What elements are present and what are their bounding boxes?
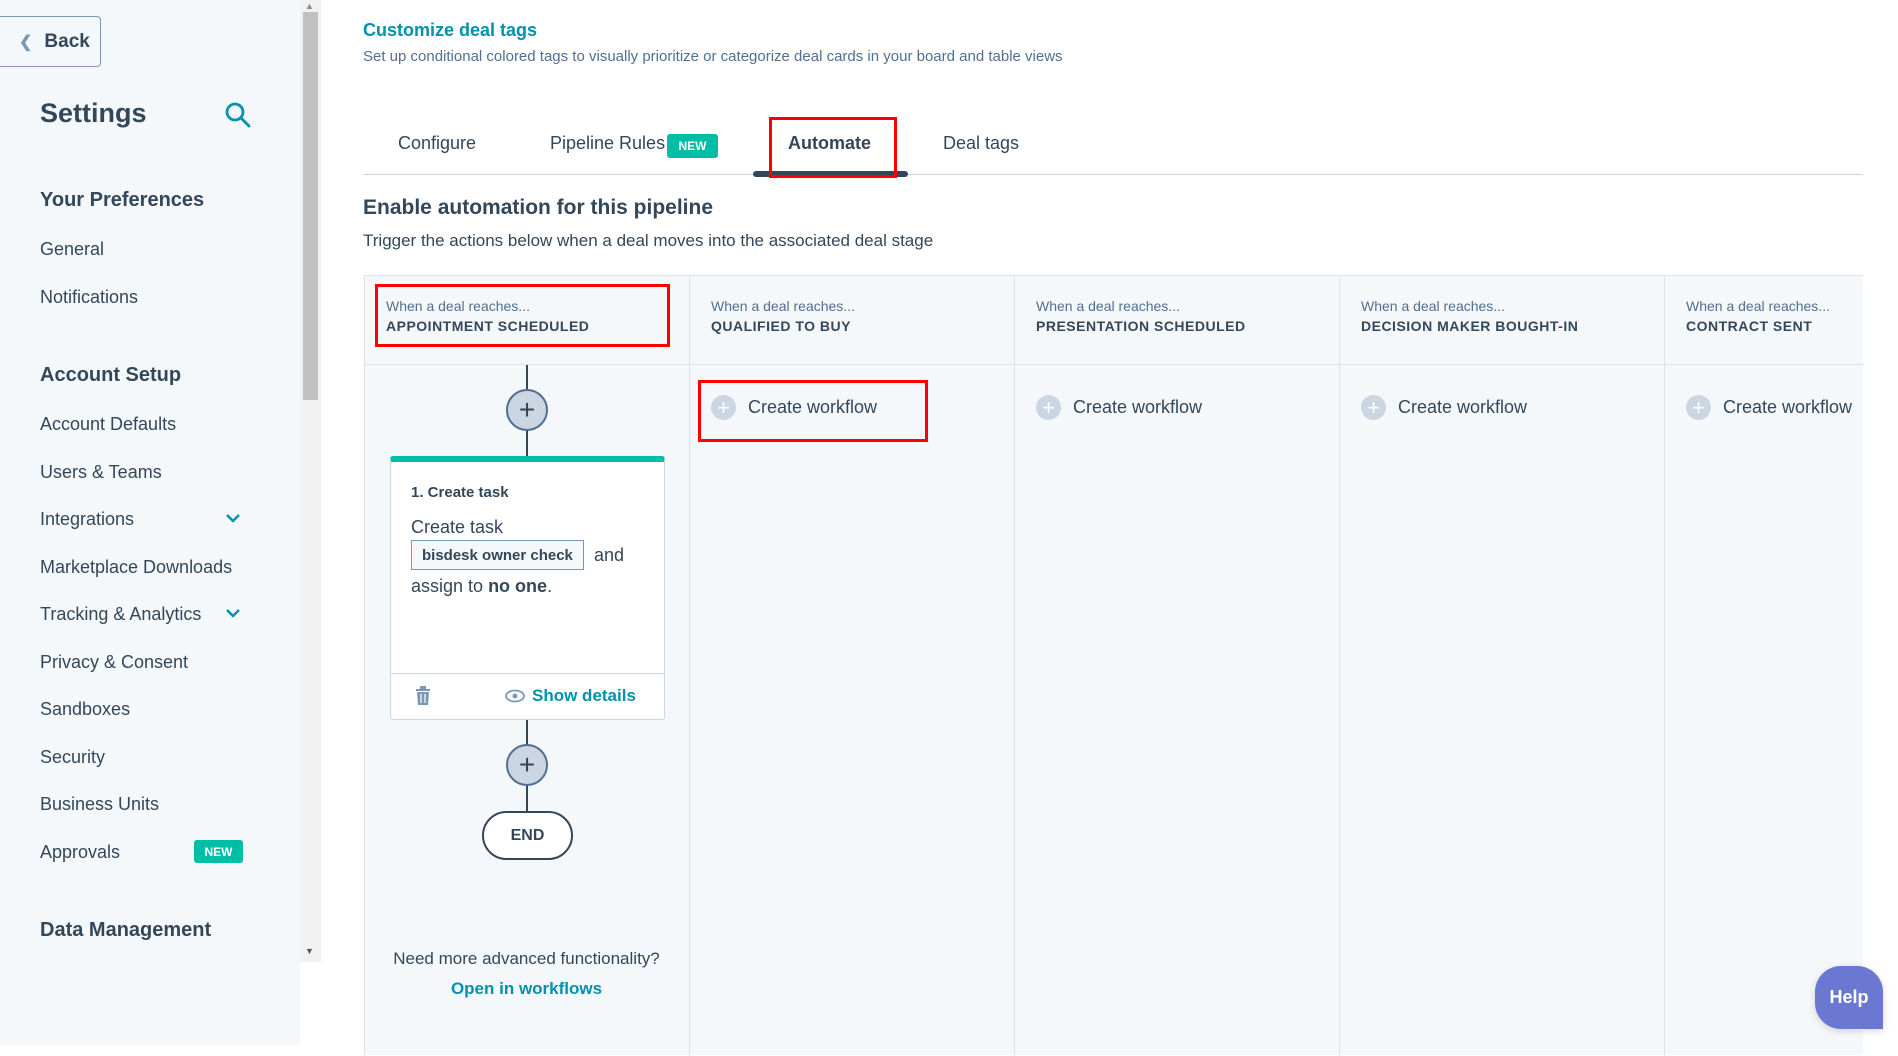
when-label: When a deal reaches... xyxy=(1036,298,1180,314)
automation-heading: Enable automation for this pipeline xyxy=(363,196,714,219)
new-badge: NEW xyxy=(194,840,243,863)
stage-name: APPOINTMENT SCHEDULED xyxy=(386,318,590,334)
stage-name: QUALIFIED TO BUY xyxy=(711,318,851,334)
trash-icon[interactable] xyxy=(415,686,431,706)
period: . xyxy=(547,576,553,596)
action-line: Create task xyxy=(411,517,504,537)
create-workflow-button[interactable]: + Create workflow xyxy=(1361,395,1527,420)
show-details-button[interactable]: Show details xyxy=(505,686,636,706)
card-divider xyxy=(391,673,664,674)
highlight-box xyxy=(769,117,897,178)
add-action-button[interactable]: + xyxy=(506,389,548,431)
sidebar-item-approvals[interactable]: Approvals xyxy=(40,842,121,862)
sidebar-item-tracking-analytics[interactable]: Tracking & Analytics xyxy=(40,604,202,624)
sidebar-item-general[interactable]: General xyxy=(40,239,105,259)
active-tab-indicator xyxy=(753,171,908,177)
when-label: When a deal reaches... xyxy=(1686,298,1830,314)
and-text: and xyxy=(594,545,625,565)
plus-circle-icon: + xyxy=(1686,395,1711,420)
new-badge: NEW xyxy=(667,134,718,158)
stage-header: When a deal reaches... APPOINTMENT SCHEDU… xyxy=(365,276,689,365)
chevron-down-icon[interactable] xyxy=(224,604,242,622)
action-card: 1. Create task Create task bisdesk owner… xyxy=(390,456,665,720)
stage-header: When a deal reaches... PRESENTATION SCHED… xyxy=(1015,276,1339,365)
settings-sidebar xyxy=(0,0,300,1045)
chevron-down-icon[interactable] xyxy=(224,509,242,527)
chevron-left-icon: ❮ xyxy=(19,33,33,51)
advanced-text: Need more advanced functionality? xyxy=(393,949,660,968)
plus-circle-icon: + xyxy=(1036,395,1061,420)
task-name-tag: bisdesk owner check xyxy=(411,540,584,570)
add-action-button[interactable]: + xyxy=(506,744,548,786)
end-node: END xyxy=(482,811,573,860)
stage-column: When a deal reaches... QUALIFIED TO BUY +… xyxy=(690,276,1015,1056)
stage-name: PRESENTATION SCHEDULED xyxy=(1036,318,1246,334)
section-your-preferences: Your Preferences xyxy=(40,189,205,211)
open-in-workflows-link[interactable]: Open in workflows xyxy=(450,979,603,998)
create-workflow-button[interactable]: + Create workflow xyxy=(1036,395,1202,420)
assign-line: assign to no one. xyxy=(411,576,552,597)
stage-name: DECISION MAKER BOUGHT-IN xyxy=(1361,318,1579,334)
stage-name: CONTRACT SENT xyxy=(1686,318,1813,334)
plus-circle-icon: + xyxy=(711,395,736,420)
scroll-down-arrow-icon[interactable]: ▼ xyxy=(305,946,314,956)
when-label: When a deal reaches... xyxy=(386,298,530,314)
sidebar-item-business-units[interactable]: Business Units xyxy=(40,794,160,814)
stage-column: When a deal reaches... PRESENTATION SCHED… xyxy=(1015,276,1340,1056)
stage-header: When a deal reaches... CONTRACT SENT xyxy=(1665,276,1864,365)
automation-subheading: Trigger the actions below when a deal mo… xyxy=(363,231,934,250)
plus-circle-icon: + xyxy=(1361,395,1386,420)
sidebar-item-integrations[interactable]: Integrations xyxy=(40,509,135,529)
action-title: 1. Create task xyxy=(411,484,509,501)
create-workflow-label: Create workflow xyxy=(1073,397,1203,417)
stage-column: When a deal reaches... APPOINTMENT SCHEDU… xyxy=(365,276,690,1056)
tab-configure[interactable]: Configure xyxy=(398,133,477,153)
create-workflow-label: Create workflow xyxy=(1723,397,1853,417)
tab-pipeline-rules[interactable]: Pipeline Rules xyxy=(550,133,666,153)
back-button[interactable]: ❮ Back xyxy=(0,16,101,67)
assign-prefix: assign to xyxy=(411,576,484,596)
search-icon[interactable] xyxy=(224,101,252,129)
sidebar-item-notifications[interactable]: Notifications xyxy=(40,287,139,307)
stage-column: When a deal reaches... CONTRACT SENT + Cre… xyxy=(1665,276,1864,1056)
sidebar-title: Settings xyxy=(40,98,147,128)
stage-header: When a deal reaches... QUALIFIED TO BUY xyxy=(690,276,1014,365)
sidebar-item-marketplace-downloads[interactable]: Marketplace Downloads xyxy=(40,557,233,577)
sidebar-item-users-teams[interactable]: Users & Teams xyxy=(40,462,162,482)
stage-header: When a deal reaches... DECISION MAKER BOU… xyxy=(1340,276,1664,365)
sidebar-item-privacy-consent[interactable]: Privacy & Consent xyxy=(40,652,189,672)
section-account-setup: Account Setup xyxy=(40,364,182,386)
create-workflow-button[interactable]: + Create workflow xyxy=(1686,395,1852,420)
when-label: When a deal reaches... xyxy=(1361,298,1505,314)
header-description: Set up conditional colored tags to visua… xyxy=(363,48,1063,65)
back-label: Back xyxy=(44,30,90,52)
sidebar-item-security[interactable]: Security xyxy=(40,747,106,767)
stage-column: When a deal reaches... DECISION MAKER BOU… xyxy=(1340,276,1665,1056)
eye-icon xyxy=(505,689,525,703)
customize-deal-tags-link[interactable]: Customize deal tags xyxy=(363,20,538,40)
tabs-divider xyxy=(363,174,1863,175)
create-workflow-button[interactable]: + Create workflow xyxy=(711,395,877,420)
sidebar-item-account-defaults[interactable]: Account Defaults xyxy=(40,414,177,434)
tab-deal-tags[interactable]: Deal tags xyxy=(943,133,1020,153)
sidebar-item-sandboxes[interactable]: Sandboxes xyxy=(40,699,131,719)
tab-automate[interactable]: Automate xyxy=(788,133,872,153)
section-data-management: Data Management xyxy=(40,919,212,941)
highlight-box xyxy=(375,284,670,347)
help-button[interactable]: Help xyxy=(1815,966,1883,1029)
create-workflow-label: Create workflow xyxy=(748,397,878,417)
scroll-up-arrow-icon[interactable]: ▲ xyxy=(305,1,314,11)
assignee: no one xyxy=(488,576,548,596)
create-workflow-label: Create workflow xyxy=(1398,397,1528,417)
scrollbar-thumb[interactable] xyxy=(303,12,318,400)
highlight-box xyxy=(698,380,928,442)
show-details-label: Show details xyxy=(532,686,636,705)
when-label: When a deal reaches... xyxy=(711,298,855,314)
